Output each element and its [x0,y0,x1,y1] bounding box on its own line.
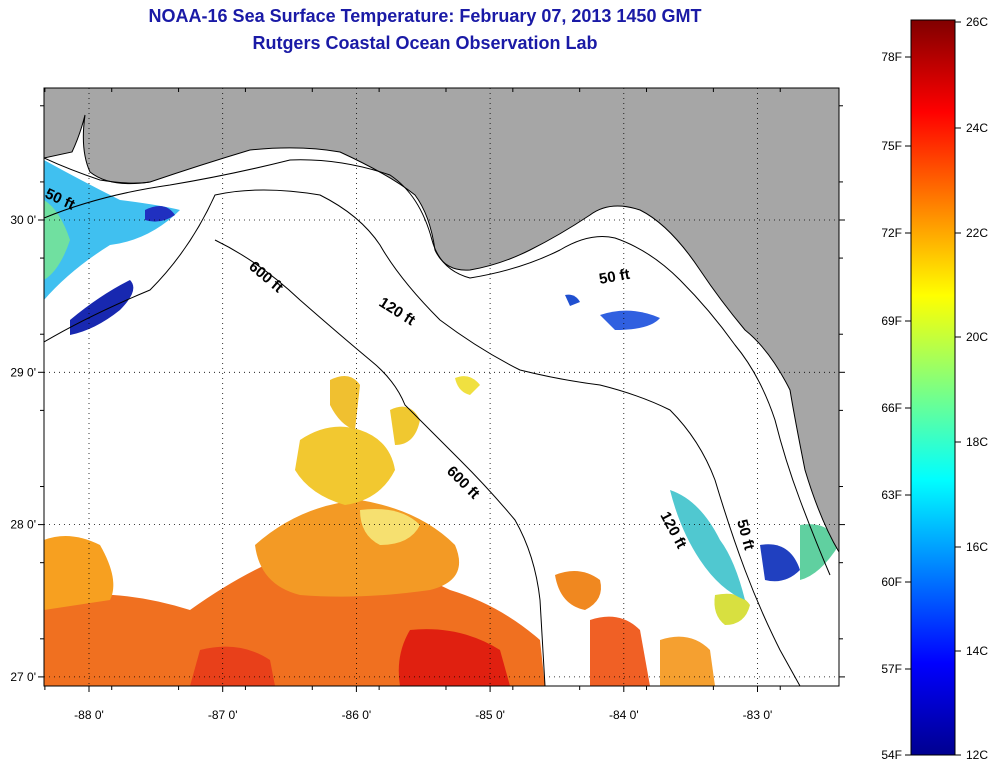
colorbar-c-label-0: 26C [966,15,988,29]
lon-tick-label-4: -84 0' [609,708,639,722]
lon-tick-label-3: -85 0' [475,708,505,722]
lat-tick-label-0: 30 0' [10,213,36,227]
colorbar-celsius-labels: 26C 24C 22C 20C 18C 16C 14C 12C [955,15,988,762]
lon-tick-label-5: -83 0' [743,708,773,722]
colorbar-f-label-2: 72F [881,226,902,240]
map-subtitle: Rutgers Coastal Ocean Observation Lab [252,33,598,53]
lon-tick-label-0: -88 0' [74,708,104,722]
colorbar-gradient [910,19,956,756]
colorbar-c-label-2: 22C [966,226,988,240]
lat-tick-label-1: 29 0' [10,365,36,379]
map-frame [43,87,840,687]
colorbar-f-label-7: 57F [881,662,902,676]
colorbar-f-label-0: 78F [881,50,902,64]
contour-label-50ft-east: 50 ft [598,266,631,288]
colorbar-c-label-7: 12C [966,748,988,762]
colorbar-c-label-6: 14C [966,644,988,658]
isobath-contours [44,159,831,686]
longitude-ticks: -88 0' -87 0' -86 0' -85 0' -84 0' -83 0' [44,88,781,722]
colorbar-c-label-3: 20C [966,330,988,344]
colorbar-f-label-1: 75F [881,139,902,153]
colorbar-f-label-4: 66F [881,401,902,415]
colorbar-fahrenheit-labels: 78F 75F 72F 69F 66F 63F 60F 57F 54F [881,50,911,762]
colorbar-f-label-3: 69F [881,314,902,328]
colorbar-f-label-8: 54F [881,748,902,762]
colorbar-c-label-5: 16C [966,540,988,554]
map-title: NOAA-16 Sea Surface Temperature: Februar… [148,6,702,26]
lon-tick-label-2: -86 0' [342,708,372,722]
sst-warm-patches [44,376,750,686]
colorbar-c-label-4: 18C [966,435,988,449]
sst-cool-patches [44,160,839,600]
lat-tick-label-3: 27 0' [10,670,36,684]
lat-tick-label-2: 28 0' [10,518,36,532]
colorbar-c-label-1: 24C [966,121,988,135]
colorbar-f-label-6: 60F [881,575,902,589]
colorbar: 78F 75F 72F 69F 66F 63F 60F 57F 54F 26C 24C 22C 20C… [881,15,988,762]
latitude-ticks: 30 0' 29 0' 28 0' 27 0' [10,105,845,684]
colorbar-f-label-5: 63F [881,488,902,502]
lon-tick-label-1: -87 0' [208,708,238,722]
